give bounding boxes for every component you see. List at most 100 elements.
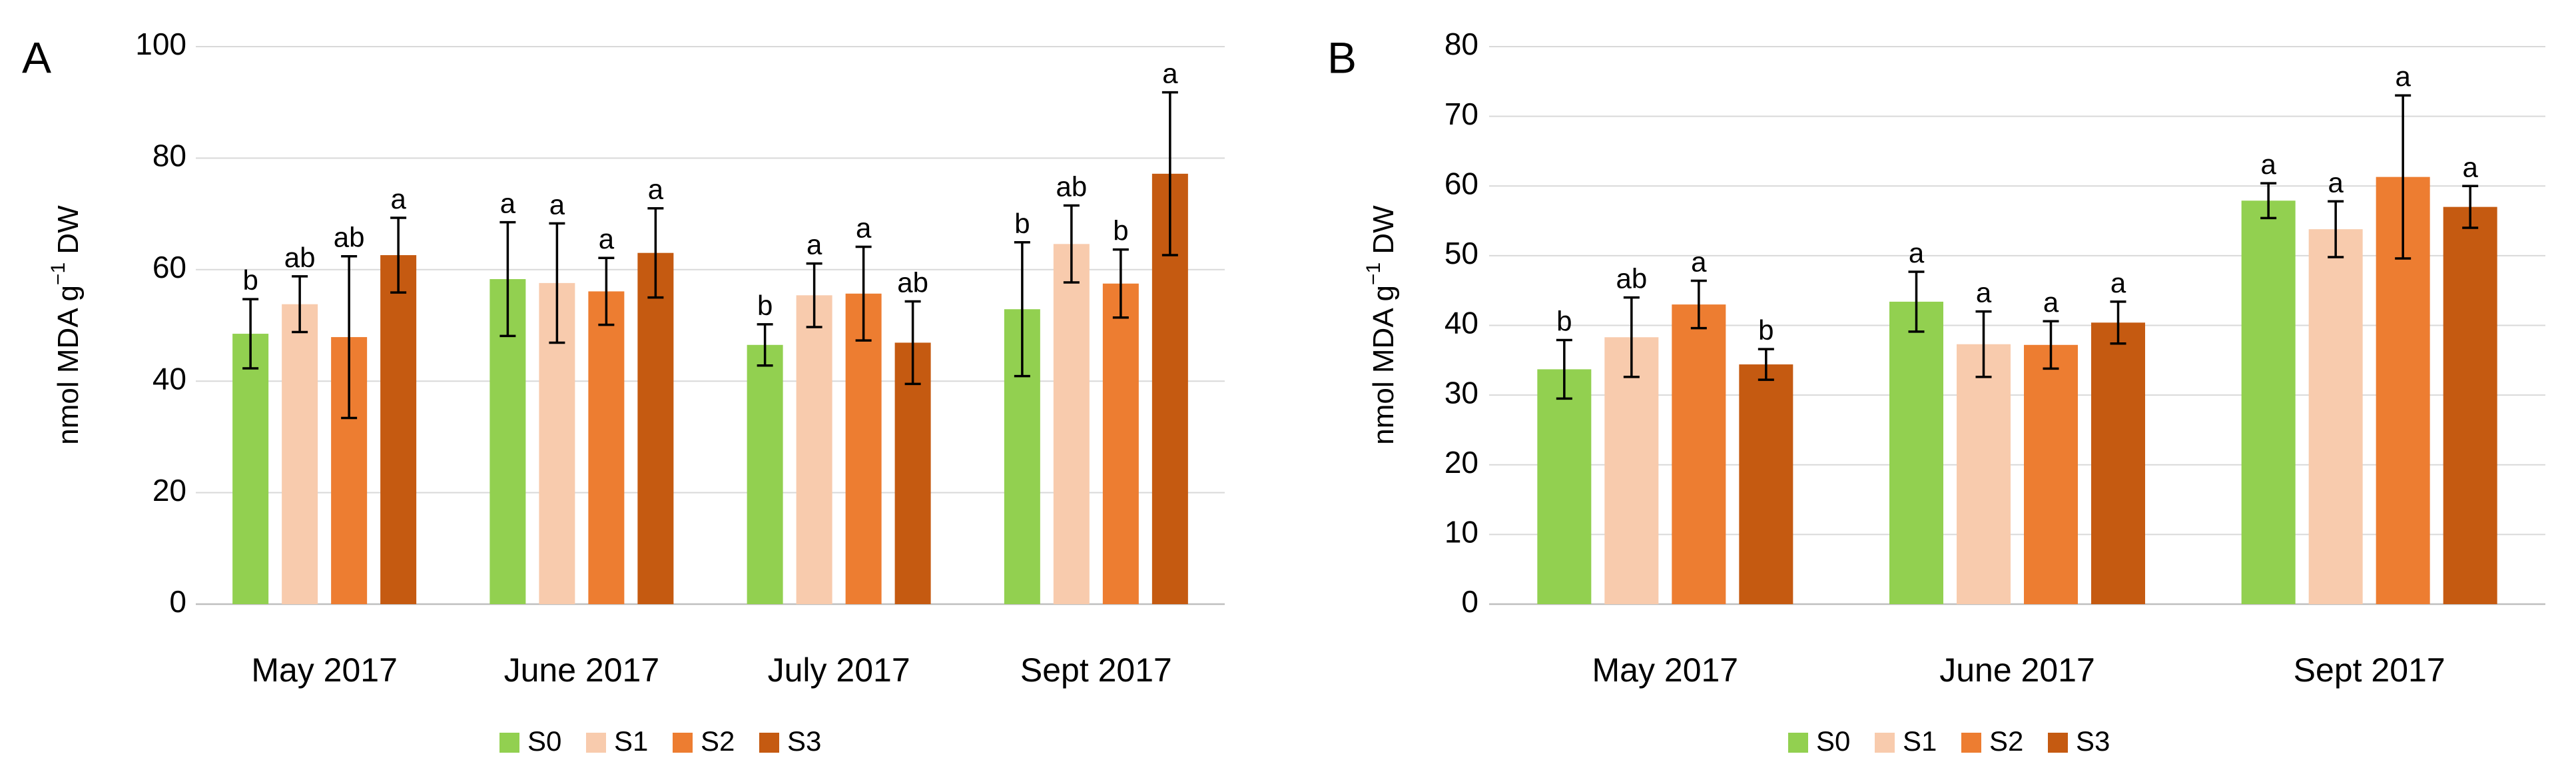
panel-a-bar-s1-2 [796,295,832,604]
panel-a-significance-letter: a [390,183,406,214]
panel-a-y-axis-title: nmol MDA g−1 DW [47,205,85,445]
panel-b-y-axis-title-main: nmol MDA g [1367,285,1400,445]
panel-a-legend-swatch-s2 [673,733,693,753]
panel-a-significance-letter: ab [284,242,316,273]
panel-b-y-tick-label: 40 [1445,306,1478,340]
panel-a-y-tick-label: 0 [169,584,186,619]
panel-a-bar-s3-0 [380,255,417,605]
panel-a-legend-swatch-s1 [586,733,606,753]
panel-a-bar-s2-3 [1102,283,1139,604]
panel-a-bar-s3-1 [637,252,674,604]
panel-b-y-tick-label: 60 [1445,166,1478,200]
panel-b-bar-s1-0 [1604,337,1659,604]
panel-b-bar-s1-2 [2308,229,2363,604]
panel-a-significance-letter: b [242,264,258,296]
panel-b-y-tick-label: 30 [1445,375,1478,410]
panel-a-significance-letter: a [549,189,565,220]
panel-b-bar-s1-1 [1957,344,2011,604]
panel-b-legend-label-s1: S1 [1903,725,1937,757]
panel-a-label: A [22,33,51,82]
panel-a-bar-s2-2 [845,293,882,604]
panel-b-y-tick-label: 20 [1445,445,1478,480]
panel-b-significance-letter: a [2260,149,2276,180]
panel-a-y-tick-label: 100 [135,27,186,61]
panel-a-bar-s0-0 [232,334,269,604]
panel-a-y-tick-label: 40 [153,361,186,396]
panel-a-y-tick-label: 80 [153,139,186,173]
panel-a-legend-swatch-s0 [499,733,519,753]
panel-a-legend-label-s3: S3 [787,725,821,757]
panel-a-significance-letter: ab [1056,171,1088,202]
panel-b-significance-letter: b [1758,314,1773,346]
panel-b-bar-s3-0 [1739,364,1793,604]
panel-a-significance-letter: a [806,229,822,260]
panel-a-y-tick-label: 60 [153,250,186,284]
panel-b-significance-letter: a [2462,151,2478,183]
panel-a-bar-s0-2 [747,344,783,604]
panel-a-bar-s2-1 [588,291,625,604]
panel-b-legend-swatch-s0 [1788,733,1808,753]
panel-a-significance-letter: a [1162,58,1178,89]
panel-a-bar-s1-0 [282,304,318,604]
panel-b-bar-s0-2 [2241,200,2296,604]
panel-b-x-tick-label: Sept 2017 [2294,651,2445,689]
panel-a-legend-label-s0: S0 [527,725,561,757]
panel-b-bar-s3-2 [2443,206,2497,604]
panel-b-y-tick-label: 80 [1445,27,1478,61]
panel-a-significance-letter: ab [334,222,365,253]
panel-a-x-tick-label: June 2017 [504,651,660,689]
panel-b-significance-letter: a [2110,267,2126,298]
panel-a-y-axis-title-main: nmol MDA g [52,285,85,445]
panel-b-significance-letter: ab [1616,263,1647,294]
panel-b-y-tick-label: 10 [1445,515,1478,550]
panel-b-bar-s2-1 [2024,344,2078,604]
panel-a-x-tick-label: July 2017 [768,651,910,689]
panel-a-significance-letter: b [1014,208,1030,239]
panel-b-label: B [1327,33,1357,82]
panel-b-bar-s2-0 [1672,304,1726,604]
panel-a-y-axis-title-sup: −1 [47,262,69,285]
panel-a-y-axis-title-suffix: DW [52,205,85,262]
panel-b-legend-label-s3: S3 [2076,725,2110,757]
panel-b-significance-letter: a [2395,61,2411,92]
panel-a-significance-letter: a [856,212,872,243]
panel-b-significance-letter: a [2043,286,2059,318]
panel-a-legend: S0 S1 S2 S3 [499,725,821,757]
panel-b-y-tick-label: 50 [1445,236,1478,270]
panel-b-y-axis-title: nmol MDA g−1 DW [1363,205,1400,445]
panel-a-significance-letter: a [599,223,615,254]
panel-b-y-axis-title-sup: −1 [1363,262,1385,285]
panel-b-y-tick-label: 70 [1445,97,1478,131]
panel-b-bar-s0-0 [1537,369,1592,604]
panel-b-legend-label-s2: S2 [1989,725,2023,757]
panel-b-x-tick-label: June 2017 [1939,651,2095,689]
panel-b-legend-swatch-s3 [2048,733,2068,753]
panel-a-bar-s1-3 [1053,244,1090,605]
panel-a-x-tick-label: Sept 2017 [1020,651,1172,689]
panel-b-y-axis-title-suffix: DW [1367,205,1400,262]
panel-b-significance-letter: b [1556,305,1572,336]
panel-b-legend-swatch-s1 [1875,733,1895,753]
panel-b-legend: S0 S1 S2 S3 [1788,725,2110,757]
panel-a-significance-letter: b [757,290,773,321]
panel-a-significance-letter: a [648,174,664,205]
panel-b-significance-letter: a [2328,167,2344,198]
panel-b-significance-letter: a [1976,277,1992,308]
panel-a-legend-label-s2: S2 [701,725,735,757]
panel-a-significance-letter: b [1113,215,1128,246]
panel-b-x-tick-label: May 2017 [1592,651,1739,689]
panel-b-bar-s3-1 [2091,322,2145,604]
panel-b-bar-s0-1 [1889,301,1943,604]
panel-a-significance-letter: a [500,188,516,219]
panel-a-bar-s3-2 [894,342,931,604]
panel-b-y-tick-label: 0 [1461,584,1478,619]
panel-a-legend-swatch-s3 [759,733,779,753]
panel-b-significance-letter: a [1909,237,1925,268]
panel-b-legend-label-s0: S0 [1816,725,1850,757]
panel-b-legend-swatch-s2 [1961,733,1981,753]
panel-a-significance-letter: ab [897,267,928,298]
panel-a-legend-label-s1: S1 [614,725,648,757]
